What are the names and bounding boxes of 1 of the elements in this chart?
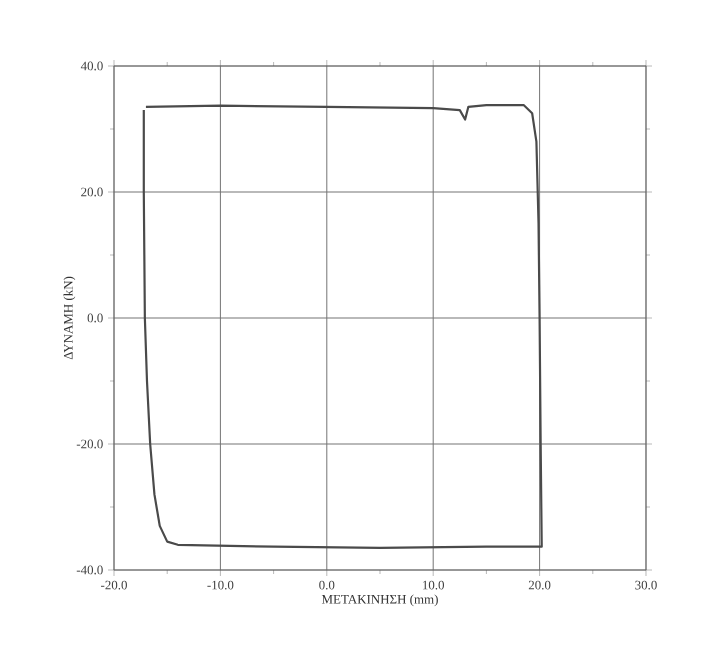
line-series	[142, 103, 543, 550]
